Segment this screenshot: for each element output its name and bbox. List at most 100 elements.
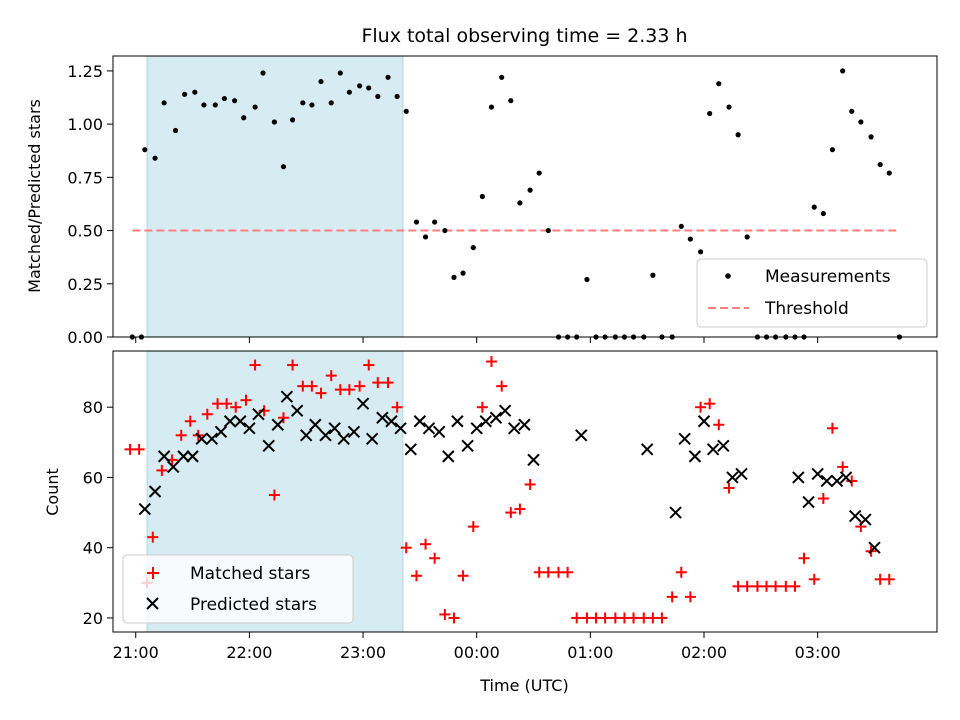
measurement-point (508, 98, 514, 104)
matched-point (666, 591, 678, 603)
predicted-point (422, 422, 436, 435)
predicted-point (157, 450, 171, 463)
measurement-point (252, 104, 258, 110)
measurement-point (182, 91, 188, 97)
legend-predicted-label: Predicted stars (190, 595, 317, 615)
predicted-point (678, 432, 691, 446)
matched-point (571, 612, 583, 624)
measurement-point (697, 249, 704, 255)
measurement-point (260, 70, 266, 76)
measurement-point (840, 68, 846, 74)
legend-matched-label: Matched stars (190, 564, 310, 584)
matched-point (542, 566, 554, 578)
matched-point (439, 608, 451, 620)
measurement-point (527, 187, 533, 193)
y-tick-label: 0.50 (67, 222, 103, 241)
matched-point (485, 356, 497, 368)
predicted-point (470, 422, 483, 435)
measurement-point (707, 110, 713, 117)
matched-point (382, 377, 394, 389)
matched-point (514, 503, 526, 515)
y-tick-label: 20 (83, 609, 103, 628)
predicted-point (356, 397, 370, 410)
measurement-point (849, 108, 855, 114)
matched-point (448, 612, 460, 624)
predicted-point (365, 432, 379, 446)
matched-point (713, 419, 725, 431)
matched-point (363, 359, 375, 371)
predicted-point (214, 425, 228, 438)
matched-point (306, 380, 318, 392)
predicted-point (167, 460, 180, 474)
measurement-point (201, 102, 207, 108)
matched-point (277, 412, 289, 424)
matched-point (184, 415, 196, 427)
measurement-point (309, 102, 315, 108)
measurement-point (744, 234, 750, 240)
legend-threshold-label: Threshold (764, 299, 849, 319)
predicted-point (820, 474, 833, 488)
measurement-point (172, 127, 179, 134)
matched-point (457, 570, 469, 582)
chart-title: Flux total observing time = 2.33 h (361, 25, 687, 47)
predicted-point (717, 439, 730, 453)
measurement-point (479, 193, 485, 200)
matched-point (410, 570, 422, 582)
top-ticks: 0.00 0.25 0.50 0.75 1.00 1.25 (67, 62, 819, 347)
measurement-point (318, 78, 324, 85)
y-tick-label: 0.25 (67, 275, 103, 294)
matched-point (287, 359, 299, 371)
bottom-legend: Matched stars Predicted stars (122, 554, 354, 624)
predicted-point (839, 471, 853, 484)
predicted-point (195, 432, 208, 446)
matched-point (467, 521, 479, 533)
predicted-point (848, 509, 862, 523)
measurement-point (422, 234, 429, 240)
matched-point (789, 580, 801, 592)
predicted-point (575, 429, 588, 442)
predicted-point (337, 432, 350, 446)
predicted-point (498, 404, 512, 417)
matched-point (420, 538, 432, 550)
x-tick-label: 02:00 (681, 643, 727, 662)
measurement-point (877, 161, 883, 168)
matched-point (343, 384, 355, 396)
matched-point (325, 370, 337, 382)
predicted-point (489, 411, 503, 424)
matched-point (741, 580, 753, 592)
measurement-point (152, 155, 158, 161)
measurement-point (536, 170, 542, 176)
predicted-point (830, 474, 844, 488)
measurement-point (241, 115, 247, 121)
predicted-point (442, 450, 455, 463)
matched-point (175, 429, 187, 441)
measurement-point (811, 204, 817, 210)
measurement-point (394, 93, 400, 100)
measurement-point (678, 223, 684, 229)
predicted-point (479, 415, 492, 428)
predicted-point (243, 422, 256, 435)
measurement-point (403, 108, 409, 114)
predicted-point (223, 415, 237, 428)
measurement-point (488, 104, 495, 110)
y-tick-label: 60 (83, 468, 103, 487)
matched-point (695, 401, 707, 413)
predicted-point (347, 425, 361, 438)
predicted-point (527, 453, 540, 467)
matched-point (476, 401, 488, 413)
predicted-point (706, 443, 720, 456)
measurement-point (366, 85, 372, 91)
bottom-ticks: 20 40 60 80 21:00 22:00 23:00 00:00 01:00 02:00 03… (83, 398, 841, 662)
matched-point (133, 443, 145, 455)
bottom-panel-frame (112, 350, 938, 633)
measurement-point (858, 119, 864, 125)
matched-point (723, 482, 735, 494)
measurement-point (868, 134, 874, 140)
x-tick-label: 03:00 (795, 643, 841, 662)
matched-point (156, 464, 168, 476)
matched-point (808, 573, 820, 585)
matched-point (391, 401, 403, 413)
count-points (124, 356, 895, 624)
predicted-point (376, 411, 389, 424)
